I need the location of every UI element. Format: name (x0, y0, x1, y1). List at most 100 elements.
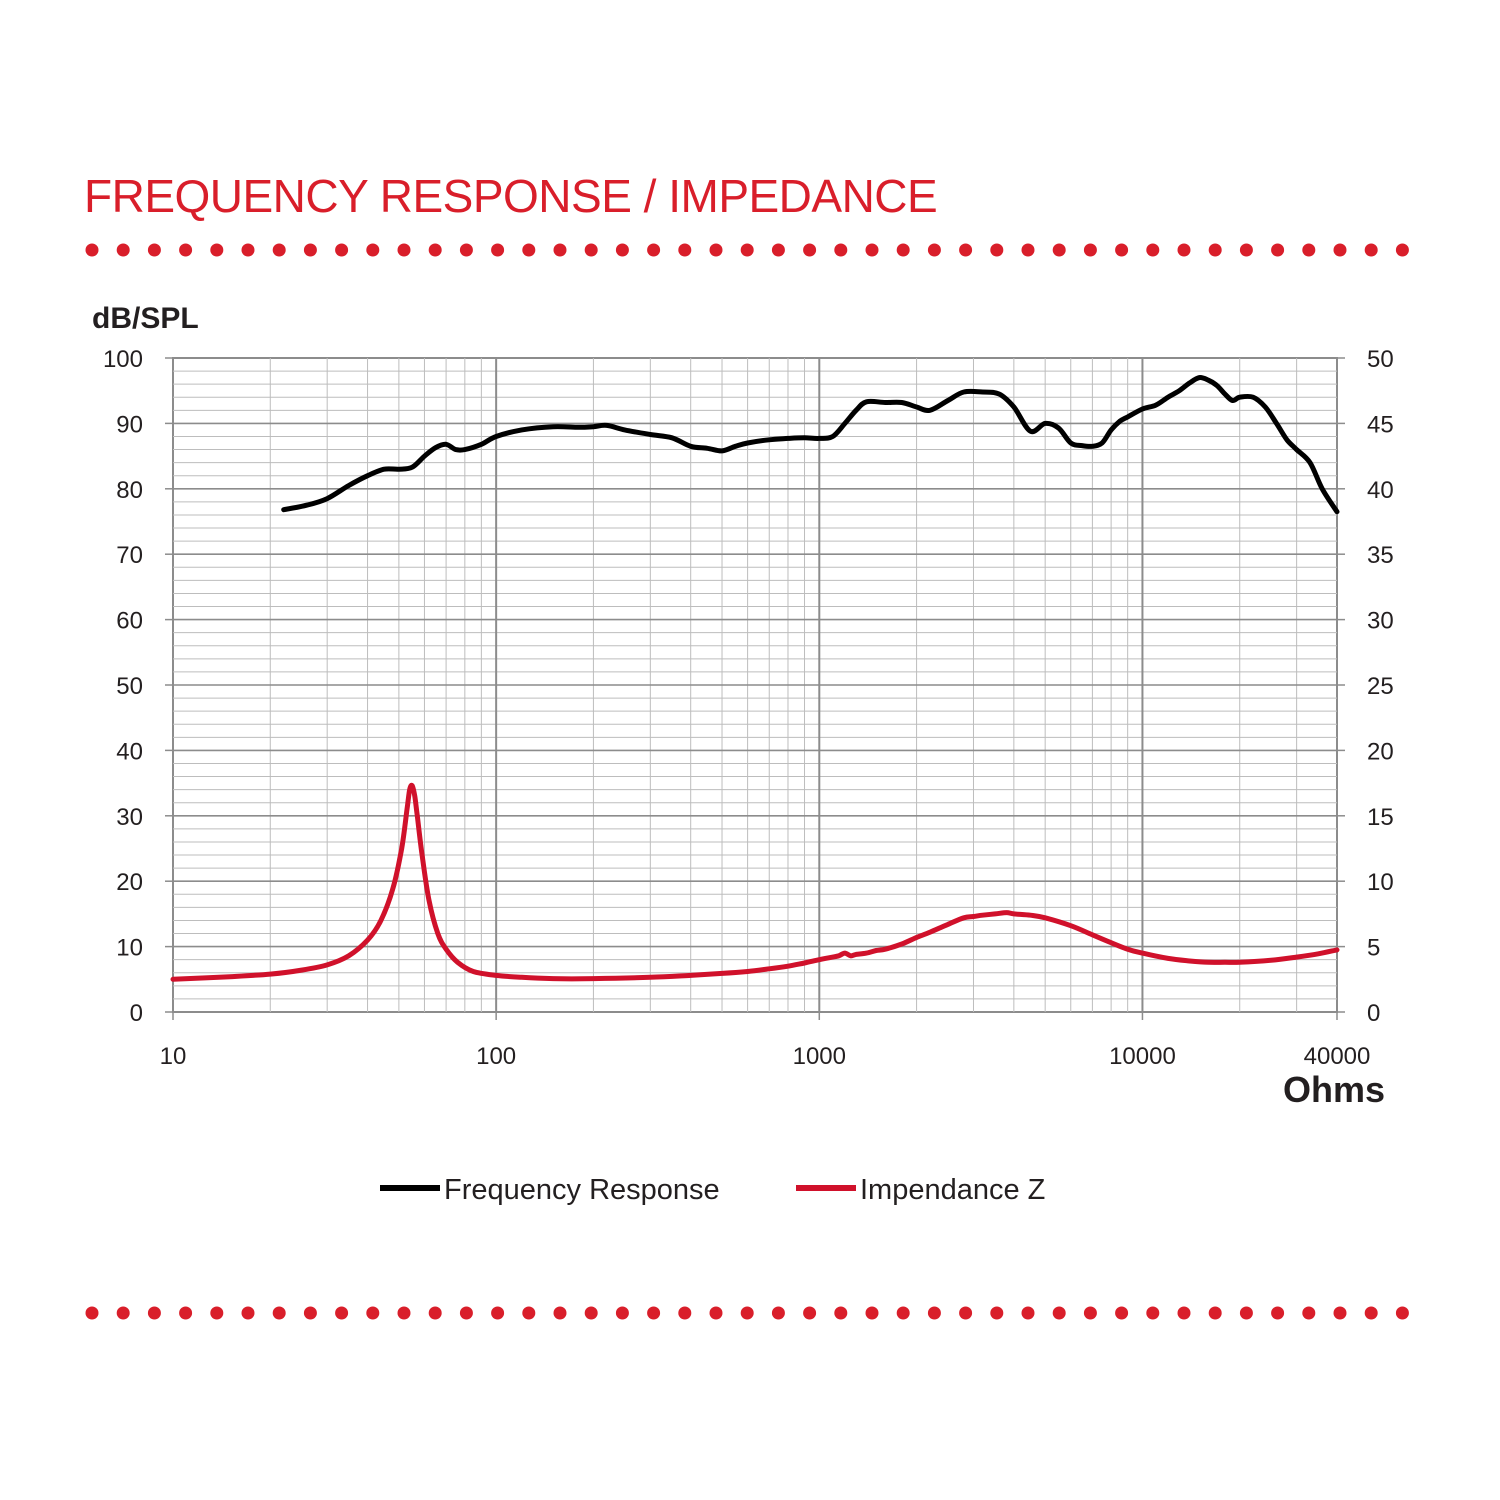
x-tick-label: 100 (476, 1043, 516, 1070)
separator-dot (1177, 243, 1191, 257)
legend-label-impedance: Impendance Z (860, 1174, 1045, 1206)
separator-dot (116, 1306, 130, 1320)
separator-dot (771, 243, 785, 257)
separator-dot (1364, 243, 1378, 257)
separator-dot (241, 1306, 255, 1320)
separator-dot (459, 1306, 473, 1320)
separator-dot (1271, 1306, 1285, 1320)
separator-dot (584, 243, 598, 257)
separator-dot (428, 243, 442, 257)
separator-dot (210, 1306, 224, 1320)
separator-dot (647, 1306, 661, 1320)
separator-dot (834, 1306, 848, 1320)
y2-tick-label: 35 (1367, 542, 1394, 569)
y2-tick-label: 5 (1367, 935, 1380, 962)
separator-dot (678, 243, 692, 257)
separator-dot (1302, 1306, 1316, 1320)
separator-dot (335, 1306, 349, 1320)
y-tick-label: 50 (116, 673, 143, 700)
y-tick-label: 20 (116, 869, 143, 896)
y-tick-label: 100 (103, 346, 143, 373)
separator-dot (1177, 1306, 1191, 1320)
separator-dot (397, 1306, 411, 1320)
separator-dot (1052, 243, 1066, 257)
separator-dot (366, 1306, 380, 1320)
legend-label-frequency: Frequency Response (444, 1174, 720, 1206)
separator-dot (553, 243, 567, 257)
separator-dot (959, 243, 973, 257)
y-tick-label: 60 (116, 608, 143, 635)
x-tick-label: 1000 (793, 1043, 846, 1070)
separator-dot (1115, 243, 1129, 257)
separator-dot (147, 243, 161, 257)
separator-dot (303, 243, 317, 257)
y2-axis-ticks: 0 5 10 15 20 25 30 35 40 45 50 (1337, 346, 1394, 1027)
separator-dot (1364, 1306, 1378, 1320)
y2-tick-label: 40 (1367, 477, 1394, 504)
y-tick-label: 80 (116, 477, 143, 504)
x-tick-label: 40000 (1304, 1043, 1371, 1070)
separator-dot (116, 243, 130, 257)
separator-dot (834, 243, 848, 257)
separator-dot (272, 1306, 286, 1320)
y2-tick-label: 10 (1367, 869, 1394, 896)
separator-dot (709, 243, 723, 257)
separator-dot (335, 243, 349, 257)
separator-dot (865, 1306, 879, 1320)
y2-tick-label: 50 (1367, 346, 1394, 373)
separator-dot (272, 243, 286, 257)
separator-dot (179, 1306, 193, 1320)
legend: Frequency Response Impendance Z (380, 1174, 1045, 1206)
separator-dot (1021, 1306, 1035, 1320)
separator-dot (740, 243, 754, 257)
separator-dot (553, 1306, 567, 1320)
separator-dot (1333, 243, 1347, 257)
separator-dot (1395, 243, 1409, 257)
y-tick-label: 40 (116, 738, 143, 765)
separator-dot (522, 243, 536, 257)
y-tick-label: 10 (116, 935, 143, 962)
separator-dot (1083, 1306, 1097, 1320)
separator-dot (1083, 243, 1097, 257)
y-tick-label: 90 (116, 411, 143, 438)
separator-dot (1146, 1306, 1160, 1320)
separator-dot (303, 1306, 317, 1320)
separator-dot (896, 1306, 910, 1320)
x-tick-label: 10000 (1109, 1043, 1176, 1070)
separator-dot (740, 1306, 754, 1320)
separator-dot (896, 243, 910, 257)
separator-dot (179, 243, 193, 257)
separator-dot (1021, 243, 1035, 257)
y-tick-label: 70 (116, 542, 143, 569)
y2-tick-label: 30 (1367, 608, 1394, 635)
frequency-response-line (281, 375, 1340, 515)
separator-dot (709, 1306, 723, 1320)
chart-title: FREQUENCY RESPONSE / IMPEDANCE (84, 170, 937, 222)
separator-dot (584, 1306, 598, 1320)
separator-dot (366, 243, 380, 257)
separator-dot (1115, 1306, 1129, 1320)
y2-tick-label: 20 (1367, 738, 1394, 765)
separator-dot (990, 1306, 1004, 1320)
x-axis-ticks: 10 100 1000 10000 40000 (160, 1012, 1371, 1070)
x-tick-label: 10 (160, 1043, 187, 1070)
separator-dot (210, 243, 224, 257)
separator-dot (990, 243, 1004, 257)
separator-dot (1395, 1306, 1409, 1320)
separator-dot (491, 1306, 505, 1320)
separator-dot (459, 243, 473, 257)
separator-dot (1052, 1306, 1066, 1320)
y2-tick-label: 25 (1367, 673, 1394, 700)
separator-dot (803, 243, 817, 257)
y-tick-label: 30 (116, 804, 143, 831)
separator-dot (1208, 243, 1222, 257)
separator-dot (147, 1306, 161, 1320)
dotted-separator-bottom (85, 1306, 1409, 1320)
separator-dot (1239, 243, 1253, 257)
major-gridlines (173, 358, 1337, 1012)
separator-dot (771, 1306, 785, 1320)
y2-tick-label: 15 (1367, 804, 1394, 831)
separator-dot (1302, 243, 1316, 257)
separator-dot (397, 243, 411, 257)
y2-tick-label: 45 (1367, 411, 1394, 438)
